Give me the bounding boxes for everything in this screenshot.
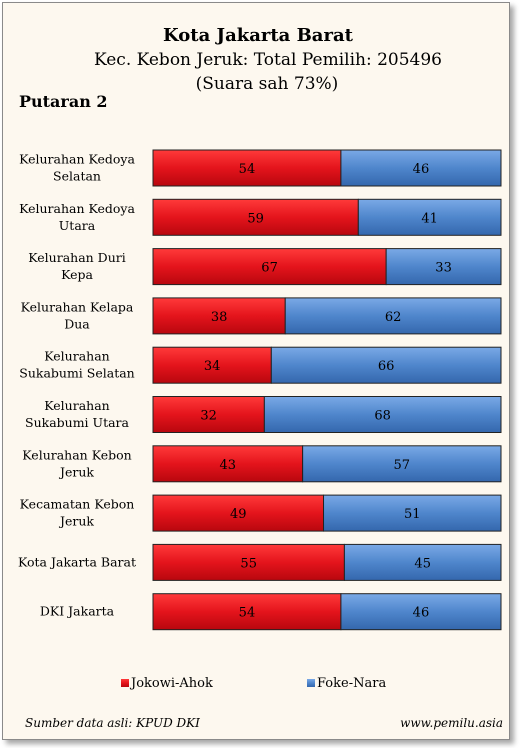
category-label: Kelurahan Sukabumi Selatan <box>19 349 134 381</box>
data-label-foke: 46 <box>413 162 430 177</box>
category-label-line: Dua <box>64 316 90 331</box>
legend-label-jokowi: Jokowi-Ahok <box>129 676 213 691</box>
chart-title: Kota Jakarta Barat <box>163 25 354 46</box>
data-label-jokowi: 59 <box>247 211 264 226</box>
data-label-foke: 57 <box>394 458 411 473</box>
category-label: Kelurahan Kelapa Dua <box>21 299 134 331</box>
chart-svg: Kota Jakarta Barat Kec. Kebon Jeruk: Tot… <box>18 25 503 730</box>
category-label-line: Jeruk <box>58 514 94 529</box>
data-label-jokowi: 55 <box>240 556 257 571</box>
legend: Jokowi-Ahok Foke-Nara <box>121 676 386 691</box>
category-label-line: Selatan <box>53 169 101 184</box>
bar-foke <box>357 198 502 236</box>
legend-label-foke: Foke-Nara <box>317 676 386 691</box>
category-label-line: Kecamatan Kebon <box>20 497 135 512</box>
category-label-line: Kelurahan <box>44 349 109 364</box>
category-label-line: Kelurahan Kebon <box>22 447 131 462</box>
category-label: Kecamatan Kebon Jeruk <box>20 497 135 529</box>
data-label-foke: 66 <box>378 359 395 374</box>
category-label-line: Kota Jakarta Barat <box>18 554 136 569</box>
data-label-jokowi: 38 <box>211 310 228 325</box>
data-label-jokowi: 43 <box>220 458 237 473</box>
category-label-line: Sukabumi Selatan <box>19 366 134 381</box>
data-label-jokowi: 32 <box>200 409 217 424</box>
data-label-jokowi: 54 <box>239 606 256 621</box>
data-label-foke: 41 <box>421 211 438 226</box>
category-label-line: Kelurahan Duri <box>28 250 125 265</box>
category-label-line: DKI Jakarta <box>40 604 115 619</box>
bar-jokowi <box>152 445 304 483</box>
bar-foke <box>343 543 502 581</box>
legend-swatch-jokowi <box>121 679 129 687</box>
data-label-jokowi: 54 <box>239 162 256 177</box>
bar-foke <box>263 396 502 433</box>
data-label-foke: 51 <box>404 507 421 522</box>
category-label-line: Kelurahan Kedoya <box>19 201 135 216</box>
data-label-foke: 62 <box>385 310 402 325</box>
category-label-line: Utara <box>59 218 96 233</box>
bar-jokowi <box>152 149 342 187</box>
bar-foke <box>302 445 502 483</box>
bar-jokowi <box>152 198 359 236</box>
category-label-line: Kepa <box>61 267 93 282</box>
bar-foke <box>340 593 502 631</box>
chart-note: (Suara sah 73%) <box>196 74 339 94</box>
bars-layer: Kelurahan Kedoya Selatan 54 46 Kelurahan Ked… <box>18 149 502 631</box>
bar-jokowi <box>152 593 342 631</box>
bar-jokowi <box>152 346 272 384</box>
category-label-line: Kelurahan Kedoya <box>19 152 135 167</box>
bar-jokowi <box>152 543 345 581</box>
data-label-jokowi: 34 <box>204 359 221 374</box>
chart-subtitle: Kec. Kebon Jeruk: Total Pemilih: 205496 <box>94 50 442 70</box>
website-note: www.pemilu.asia <box>400 716 503 730</box>
category-label: Kota Jakarta Barat <box>18 554 136 569</box>
category-label: DKI Jakarta <box>40 604 115 619</box>
category-label: Kelurahan Kedoya Selatan <box>19 152 135 184</box>
bar-jokowi <box>152 248 387 286</box>
category-label-line: Sukabumi Utara <box>25 415 130 430</box>
bar-foke <box>385 248 502 286</box>
bar-jokowi <box>152 297 286 335</box>
bar-foke <box>340 149 502 187</box>
category-label-line: Jeruk <box>58 464 94 479</box>
category-label: Kelurahan Kedoya Utara <box>19 201 135 233</box>
data-label-foke: 45 <box>414 556 431 571</box>
category-label-line: Kelurahan Kelapa <box>21 299 134 314</box>
data-label-foke: 46 <box>413 606 430 621</box>
bar-foke <box>284 297 502 335</box>
category-label: Kelurahan Sukabumi Utara <box>25 398 130 430</box>
chart-frame: Kota Jakarta Barat Kec. Kebon Jeruk: Tot… <box>2 2 510 740</box>
category-label-line: Kelurahan <box>44 398 109 413</box>
round-label: Putaran 2 <box>19 92 108 111</box>
data-label-foke: 33 <box>435 261 452 276</box>
category-label: Kelurahan Kebon Jeruk <box>22 447 131 479</box>
data-label-jokowi: 67 <box>261 261 278 276</box>
bar-foke <box>323 494 502 532</box>
legend-swatch-foke <box>307 679 315 687</box>
data-label-foke: 68 <box>374 409 391 424</box>
source-note: Sumber data asli: KPUD DKI <box>25 716 200 730</box>
bar-foke <box>270 346 502 384</box>
data-label-jokowi: 49 <box>230 507 247 522</box>
category-label: Kelurahan Duri Kepa <box>28 250 125 282</box>
